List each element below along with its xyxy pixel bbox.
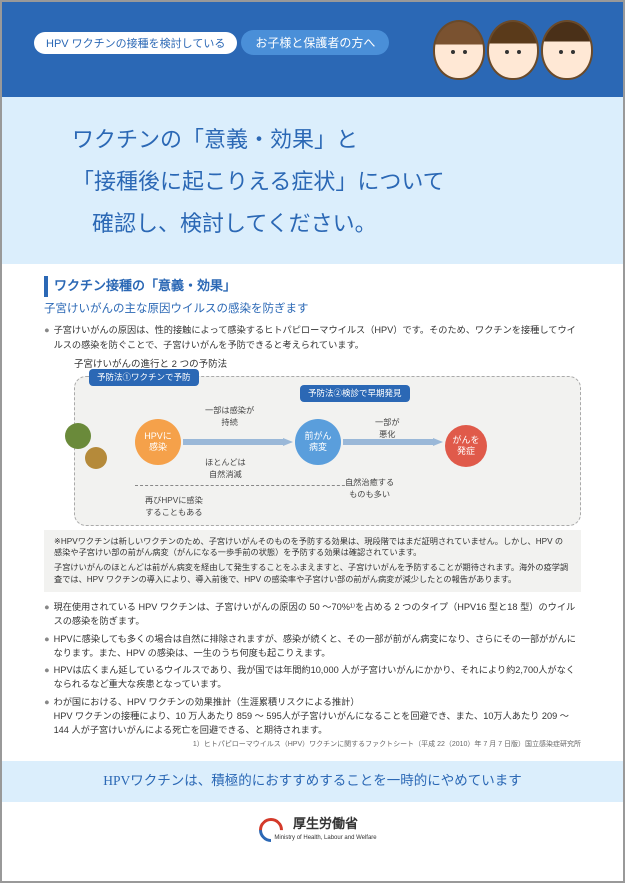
bullet-4b: HPV ワクチンの接種により、10 万人あたり 859 ～ 595人が子宮けいが… bbox=[54, 711, 569, 735]
label-persist: 一部は感染が持続 bbox=[205, 405, 254, 430]
note-box: ※HPVワクチンは新しいワクチンのため、子宮けいがんそのものを予防する効果は、現… bbox=[44, 530, 581, 593]
bullet-dot-icon: ● bbox=[44, 663, 50, 692]
label-reinfect: 再びHPVに感染することもある bbox=[145, 495, 203, 520]
bullet-3-text: HPVは広くまん延しているウイルスであり、我が国では年間約10,000 人が子宮… bbox=[54, 663, 581, 692]
label-worsen: 一部が悪化 bbox=[375, 417, 400, 442]
ministry-name-jp: 厚生労働省 bbox=[293, 816, 358, 831]
progression-diagram: 子宮けいがんの進行と 2 つの予防法 予防法①ワクチンで予防 予防法②検診で早期… bbox=[74, 358, 581, 526]
section-subheading: 子宮けいがんの主な原因ウイルスの感染を防ぎます bbox=[44, 301, 581, 319]
dashed-arrow-icon bbox=[135, 485, 355, 486]
section-heading: ワクチン接種の「意義・効果」 bbox=[44, 276, 581, 296]
header-band: HPV ワクチンの接種を検討している お子様と保護者の方へ bbox=[2, 2, 623, 97]
diagram-box: 予防法①ワクチンで予防 予防法②検診で早期発見 HPVに感染 前がん病変 がんを… bbox=[74, 376, 581, 526]
bullet-1: ● 現在使用されている HPV ワクチンは、子宮けいがんの原因の 50 ～70%… bbox=[44, 600, 581, 629]
prevention-tag-1: 予防法①ワクチンで予防 bbox=[89, 369, 199, 386]
intro-text: 子宮けいがんの原因は、性的接触によって感染するヒトパピローマウイルス（HPV）で… bbox=[54, 323, 581, 352]
label-cure: 自然治癒するものも多い bbox=[345, 477, 394, 502]
page: HPV ワクチンの接種を検討している お子様と保護者の方へ ワクチンの「意義・効… bbox=[0, 0, 625, 883]
bullet-4a: わが国における、HPV ワクチンの効果推計（生涯累積リスクによる推計） bbox=[54, 697, 360, 707]
pill-audience: お子様と保護者の方へ bbox=[241, 30, 389, 55]
note-line-2: 子宮けいがんのほとんどは前がん病変を経由して発生することをふまえますと、子宮けい… bbox=[54, 562, 571, 586]
family-illustration bbox=[433, 20, 593, 80]
bullet-4: ● わが国における、HPV ワクチンの効果推計（生涯累積リスクによる推計） HP… bbox=[44, 695, 581, 738]
bullet-3: ● HPVは広くまん延しているウイルスであり、我が国では年間約10,000 人が… bbox=[44, 663, 581, 692]
face-child bbox=[433, 20, 485, 80]
note-line-1: ※HPVワクチンは新しいワクチンのため、子宮けいがんそのものを予防する効果は、現… bbox=[54, 536, 571, 560]
intro-bullet: ● 子宮けいがんの原因は、性的接触によって感染するヒトパピローマウイルス（HPV… bbox=[44, 323, 581, 352]
hero-line-3: 確認し、検討してください。 bbox=[72, 203, 583, 245]
ministry-name: 厚生労働省 Ministry of Health, Labour and Wel… bbox=[274, 814, 376, 843]
face-mother bbox=[487, 20, 539, 80]
node-precancer: 前がん病変 bbox=[295, 419, 341, 465]
hero-message: ワクチンの「意義・効果」と 「接種後に起こりえる症状」について 確認し、検討して… bbox=[2, 97, 623, 264]
arrow-icon bbox=[183, 439, 283, 445]
ministry-logo-block: 厚生労働省 Ministry of Health, Labour and Wel… bbox=[44, 814, 581, 843]
prevention-tag-2: 予防法②検診で早期発見 bbox=[300, 385, 410, 402]
recommendation-banner: HPVワクチンは、積極的におすすめすることを一時的にやめています bbox=[2, 761, 623, 802]
label-clear: ほとんどは自然消滅 bbox=[205, 457, 246, 482]
mhlw-logo-icon bbox=[248, 818, 270, 840]
bullet-dot-icon: ● bbox=[44, 632, 50, 661]
hero-line-2: 「接種後に起こりえる症状」について bbox=[72, 161, 583, 203]
ministry-name-en: Ministry of Health, Labour and Welfare bbox=[274, 834, 376, 843]
virus-icon bbox=[85, 447, 107, 469]
hero-line-1: ワクチンの「意義・効果」と bbox=[72, 119, 583, 161]
bullet-dot-icon: ● bbox=[44, 600, 50, 629]
bullet-2: ● HPVに感染しても多くの場合は自然に排除されますが、感染が続くと、その一部が… bbox=[44, 632, 581, 661]
footnote-reference: 1）ヒトパピローマウイルス（HPV）ワクチンに関するファクトシート（平成 22（… bbox=[44, 740, 581, 751]
node-infection: HPVに感染 bbox=[135, 419, 181, 465]
arrow-icon bbox=[283, 438, 293, 446]
bullet-dot-icon: ● bbox=[44, 323, 50, 352]
bullet-4-text: わが国における、HPV ワクチンの効果推計（生涯累積リスクによる推計） HPV … bbox=[54, 695, 581, 738]
node-cancer: がんを発症 bbox=[445, 425, 487, 467]
main-content: ワクチン接種の「意義・効果」 子宮けいがんの主な原因ウイルスの感染を防ぎます ●… bbox=[2, 264, 623, 843]
face-father bbox=[541, 20, 593, 80]
bullet-dot-icon: ● bbox=[44, 695, 50, 738]
virus-icon bbox=[67, 425, 89, 447]
bullet-1-text: 現在使用されている HPV ワクチンは、子宮けいがんの原因の 50 ～70%¹⁾… bbox=[54, 600, 581, 629]
bullet-2-text: HPVに感染しても多くの場合は自然に排除されますが、感染が続くと、その一部が前が… bbox=[54, 632, 581, 661]
pill-considering: HPV ワクチンの接種を検討している bbox=[34, 32, 237, 54]
arrow-icon bbox=[433, 438, 443, 446]
